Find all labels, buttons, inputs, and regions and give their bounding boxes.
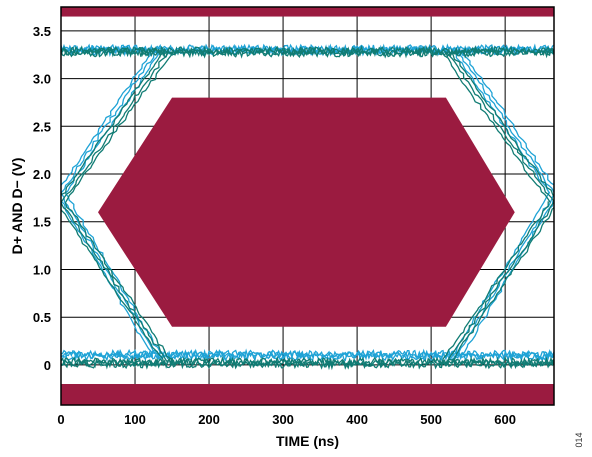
trace-path [452,49,551,194]
trace-path [61,355,554,368]
mask-regions [61,7,554,405]
x-tick-label: 600 [494,412,516,427]
x-tick-label: 300 [272,412,294,427]
plot-border [60,6,555,406]
y-tick-label: 0.5 [33,310,51,325]
x-tick-label: 400 [346,412,368,427]
trace-path [61,45,554,56]
x-tick-label: 0 [57,412,64,427]
x-tick-label: 100 [124,412,146,427]
trace-path [61,49,159,194]
trace-path [61,357,554,370]
trace-path [61,199,154,357]
trace-path [445,51,554,204]
y-tick-label: 1.5 [33,215,51,230]
trace-series-2 [61,45,554,371]
trace-path [61,348,554,360]
trace-path [64,51,173,204]
figure-id-label: 014 [574,432,584,447]
y-tick-label: 3.0 [33,72,51,87]
y-tick-label: 1.0 [33,262,51,277]
trace-path [61,50,166,197]
y-tick-label: 3.5 [33,24,51,39]
waveform-traces [61,43,554,371]
x-axis-title: TIME (ns) [276,433,339,449]
mask-top-keep-out [61,7,554,17]
trace-path [445,201,554,364]
y-tick-label: 2.0 [33,167,51,182]
trace-path [440,51,551,203]
y-tick-label: 0 [44,358,51,373]
trace-path [61,202,169,364]
trace-path [61,209,165,364]
trace-path [440,201,549,364]
mask-eye-opening-hexagon [98,97,515,327]
tick-labels: 0 100 200 300 400 500 600 0 0.5 1.0 1.5 2.0 2.5 3.0 3.… [33,24,516,427]
trace-path [61,52,169,204]
trace-path [64,50,163,194]
mask-bottom-keep-out [61,384,554,405]
trace-path [449,51,554,198]
trace-path [61,49,153,187]
trace-path [456,49,554,194]
x-tick-label: 500 [420,412,442,427]
trace-path [460,49,554,186]
y-axis-title: D+ AND D− (V) [9,158,25,255]
x-tick-label: 200 [198,412,220,427]
trace-path [64,202,173,364]
trace-path [449,206,554,364]
trace-path [64,192,162,355]
plot-frame [60,6,555,406]
y-tick-label: 2.5 [33,119,51,134]
